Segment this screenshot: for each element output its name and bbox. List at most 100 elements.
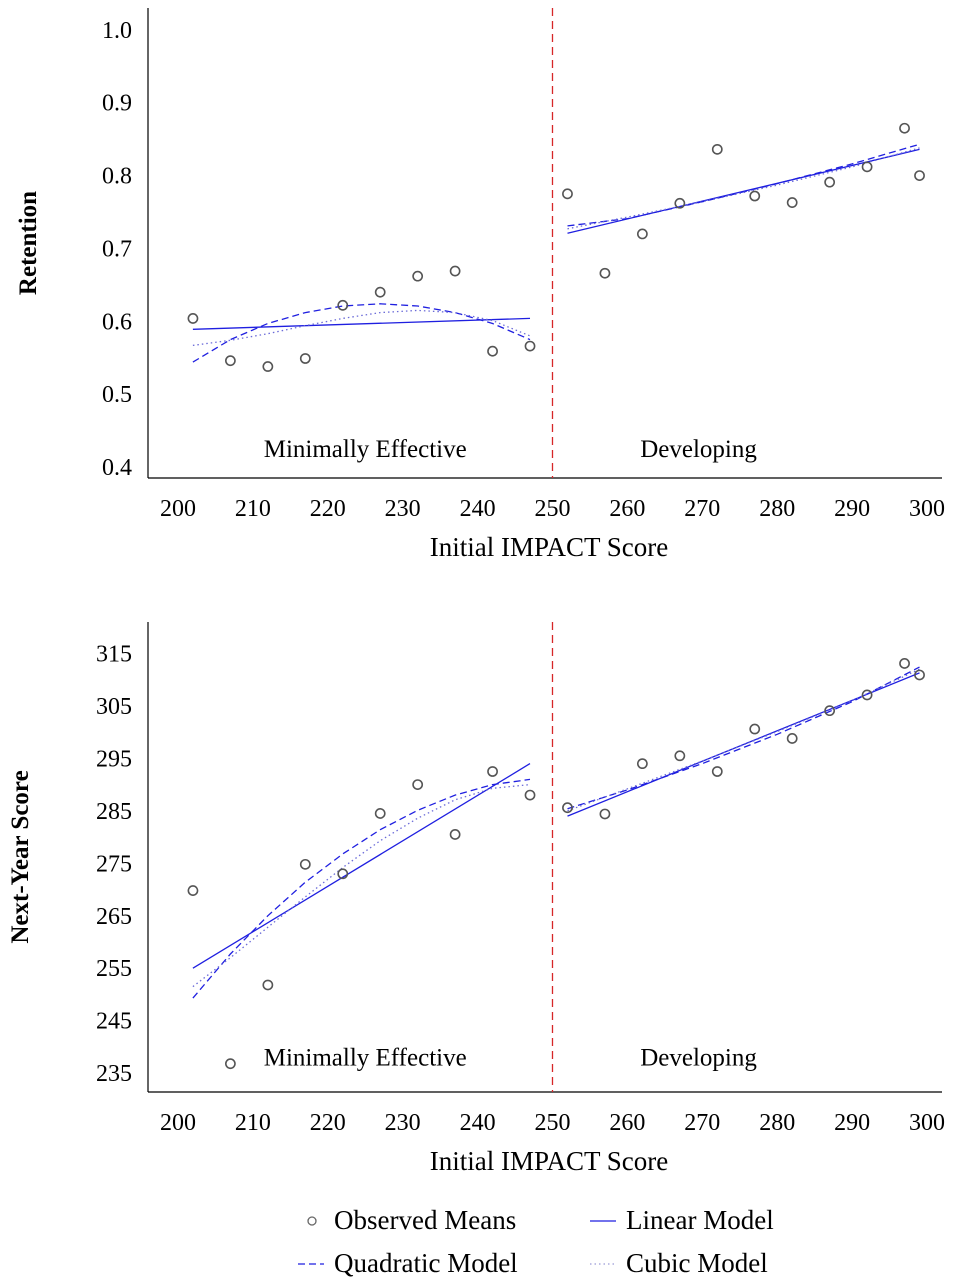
observed-mean-point	[636, 758, 648, 770]
x-tick-label: 290	[834, 496, 870, 522]
observed-mean-point	[599, 267, 611, 279]
region-label: Minimally Effective	[264, 1044, 467, 1071]
observed-mean-point	[749, 723, 761, 735]
observed-mean-point	[599, 808, 611, 820]
x-tick-label: 300	[909, 496, 945, 522]
observed-mean-point	[187, 885, 199, 896]
observed-mean-point	[487, 766, 498, 777]
observed-mean-point	[786, 197, 798, 208]
observed-mean-point	[449, 265, 461, 277]
observed-mean-point	[374, 808, 386, 819]
y-tick-label: 315	[96, 641, 132, 667]
observed-mean-point	[914, 669, 925, 681]
y-tick-label: 0.6	[102, 309, 132, 335]
y-tick-label: 0.5	[102, 382, 132, 408]
y-tick-label: 1.0	[102, 18, 132, 44]
y-tick-label: 0.8	[102, 164, 132, 190]
x-tick-label: 260	[609, 1110, 645, 1136]
y-axis-title: Retention	[15, 191, 42, 295]
observed-mean-point	[636, 228, 648, 240]
x-axis-title: Initial IMPACT Score	[430, 1146, 669, 1176]
observed-mean-point	[562, 802, 573, 814]
x-tick-label: 240	[460, 496, 496, 522]
observed-mean-point	[224, 1058, 236, 1070]
y-axis-title: Next-Year Score	[7, 770, 34, 943]
observed-mean-point	[262, 979, 274, 991]
observed-mean-point	[861, 689, 873, 701]
linear-fit-line	[192, 317, 531, 330]
y-tick-label: 265	[96, 904, 132, 930]
legend: Observed Means Linear Model Quadratic Mode…	[298, 1205, 774, 1278]
observed-mean-point	[224, 355, 236, 367]
observed-mean-point	[187, 313, 199, 324]
next-year-score-panel: 200 210 220 230 240 250 260 270 280 290 300 235 245 2…	[7, 622, 945, 1176]
observed-mean-point	[374, 286, 386, 298]
observed-mean-point	[524, 789, 536, 801]
observed-mean-point	[524, 340, 536, 352]
y-tick-label: 275	[96, 851, 132, 877]
observed-mean-point	[412, 270, 424, 282]
retention-panel: 200 210 220 230 240 250 260 270 280 290 300 0.4 0.5 0…	[15, 8, 945, 562]
observed-mean-point	[674, 197, 686, 209]
y-tick-label: 285	[96, 799, 132, 825]
y-tick-label: 0.9	[102, 91, 132, 117]
linear-fit-line	[192, 763, 531, 969]
observed-mean-point	[299, 353, 311, 364]
legend-label: Cubic Model	[626, 1248, 768, 1278]
observed-mean-point	[487, 345, 498, 357]
x-tick-label: 220	[310, 496, 346, 522]
quadratic-fit-line	[567, 666, 920, 810]
cubic-fit-line	[567, 147, 920, 230]
observed-mean-point	[861, 161, 873, 173]
x-tick-label: 270	[684, 496, 720, 522]
observed-mean-point	[711, 766, 723, 777]
legend-label: Observed Means	[334, 1205, 516, 1235]
observed-mean-point	[824, 705, 836, 717]
y-tick-label: 245	[96, 1009, 132, 1035]
x-tick-label: 250	[534, 1110, 570, 1136]
observed-mean-point	[562, 188, 573, 200]
x-tick-label: 230	[385, 496, 421, 522]
cubic-fit-line	[192, 309, 531, 347]
quadratic-fit-line	[192, 303, 531, 363]
x-tick-label: 200	[160, 496, 196, 522]
observed-mean-point	[711, 143, 723, 155]
observed-mean-point	[337, 868, 349, 880]
observed-mean-point	[899, 658, 910, 669]
observed-mean-point	[824, 176, 836, 188]
observed-mean-point	[262, 361, 274, 372]
y-tick-label: 0.4	[102, 455, 132, 481]
region-label: Minimally Effective	[264, 436, 467, 463]
x-tick-label: 280	[759, 496, 795, 522]
observed-mean-point	[786, 733, 798, 744]
x-tick-label: 290	[834, 1110, 870, 1136]
observed-mean-point	[674, 750, 686, 762]
region-label: Developing	[640, 1044, 757, 1071]
y-tick-label: 305	[96, 694, 132, 720]
legend-label: Quadratic Model	[334, 1248, 518, 1278]
observed-mean-point	[412, 779, 424, 791]
observed-mean-point	[299, 858, 311, 870]
x-tick-label: 270	[684, 1110, 720, 1136]
quadratic-fit-line	[567, 143, 920, 227]
x-tick-label: 240	[460, 1110, 496, 1136]
observed-mean-point	[914, 170, 925, 181]
observed-mean-point	[749, 190, 761, 202]
x-tick-label: 220	[310, 1110, 346, 1136]
legend-label: Linear Model	[626, 1205, 774, 1235]
x-axis-title: Initial IMPACT Score	[430, 532, 669, 562]
x-tick-label: 230	[385, 1110, 421, 1136]
x-tick-label: 210	[235, 496, 271, 522]
legend-observed-marker	[307, 1216, 317, 1226]
y-tick-label: 295	[96, 746, 132, 772]
y-tick-label: 0.7	[102, 236, 132, 262]
observed-mean-point	[337, 299, 349, 311]
x-tick-label: 280	[759, 1110, 795, 1136]
x-tick-label: 300	[909, 1110, 945, 1136]
x-tick-label: 200	[160, 1110, 196, 1136]
x-tick-label: 260	[609, 496, 645, 522]
quadratic-fit-line	[192, 778, 531, 999]
y-tick-label: 255	[96, 956, 132, 982]
cubic-fit-line	[192, 783, 531, 988]
